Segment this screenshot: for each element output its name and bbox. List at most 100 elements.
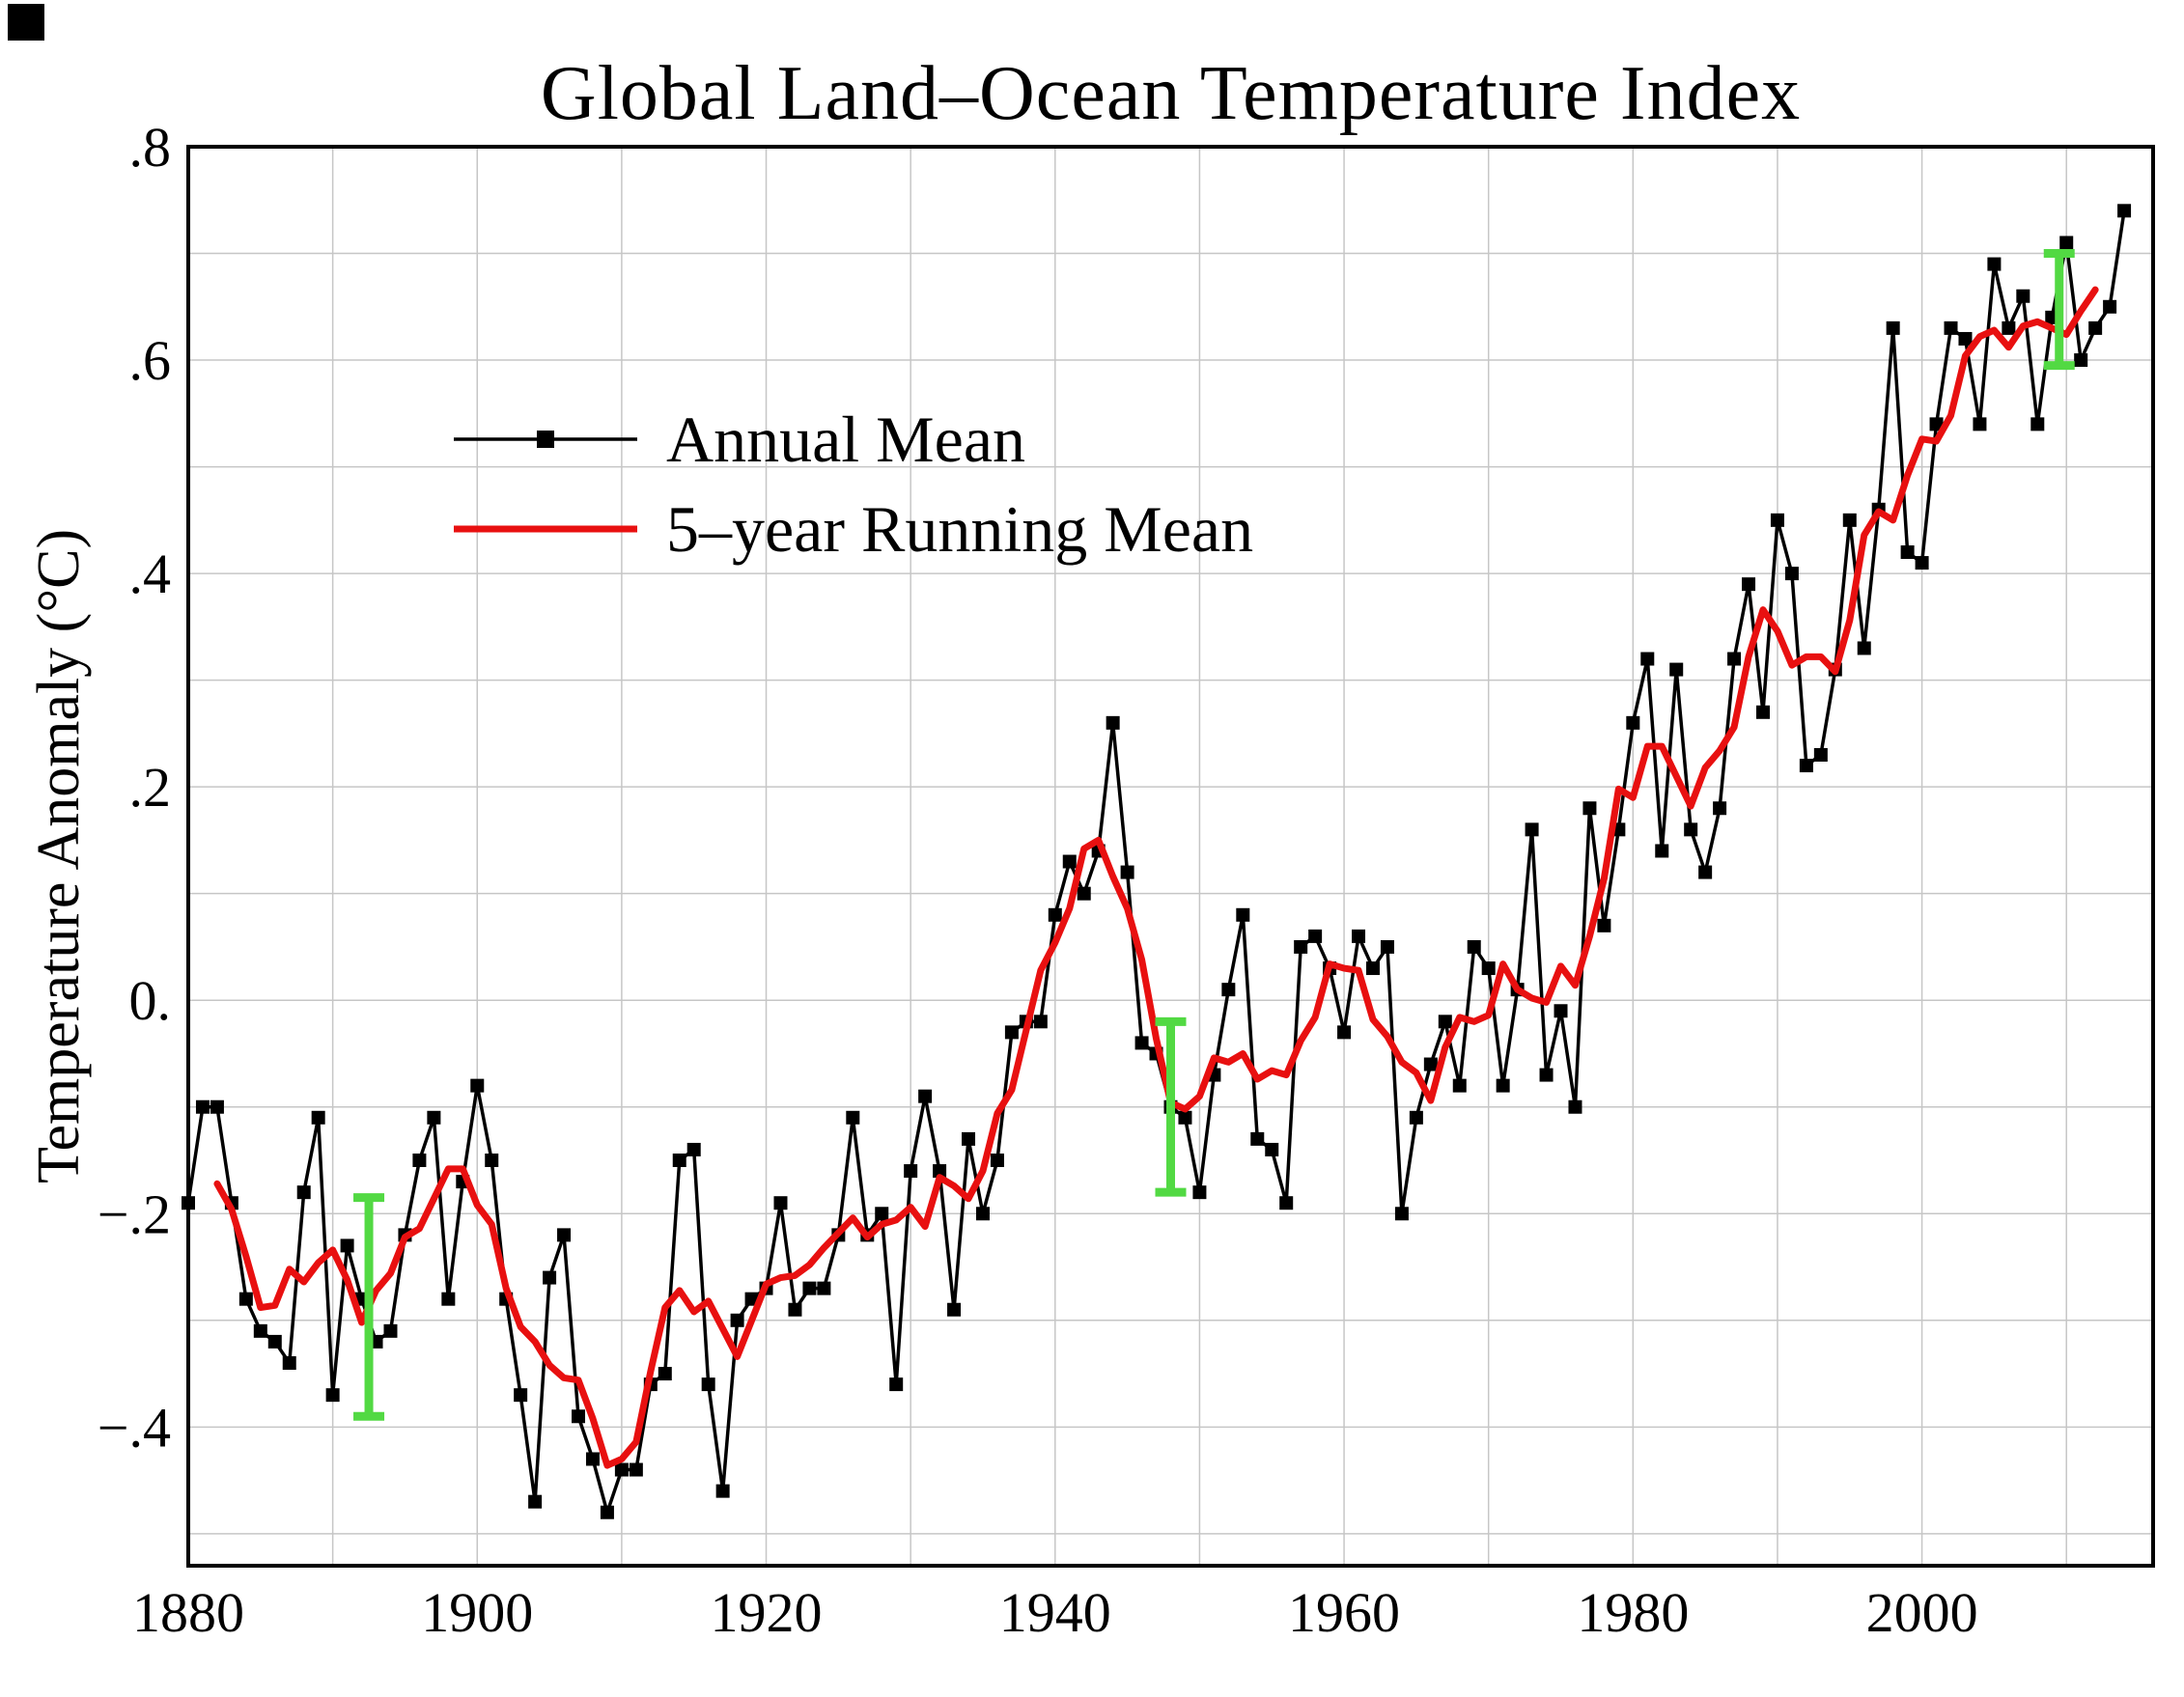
annual-mean-marker bbox=[1755, 705, 1770, 719]
annual-mean-marker bbox=[1698, 865, 1713, 879]
annual-mean-marker bbox=[1886, 320, 1900, 335]
annual-mean-marker bbox=[470, 1078, 485, 1093]
annual-mean-marker bbox=[1669, 662, 1684, 677]
x-tick-label: 1900 bbox=[421, 1581, 533, 1644]
annual-mean-marker bbox=[1048, 907, 1062, 922]
annual-mean-marker bbox=[918, 1089, 933, 1103]
annual-mean-marker bbox=[1134, 1036, 1149, 1050]
annual-mean-marker bbox=[1684, 822, 1698, 837]
y-tick-label: −.4 bbox=[98, 1396, 171, 1459]
annual-mean-marker bbox=[1004, 1025, 1019, 1040]
annual-mean-marker bbox=[1423, 1057, 1438, 1071]
annual-mean-marker bbox=[1452, 1078, 1467, 1093]
annual-mean-marker bbox=[744, 1292, 759, 1306]
annual-mean-marker bbox=[195, 1099, 210, 1114]
annual-mean-marker bbox=[2002, 320, 2016, 335]
y-tick-label: 0. bbox=[129, 969, 172, 1032]
annual-mean-marker bbox=[1929, 417, 1944, 431]
annual-mean-marker bbox=[267, 1334, 282, 1349]
y-tick-label: .6 bbox=[129, 329, 172, 392]
y-tick-label: .4 bbox=[129, 542, 172, 605]
annual-mean-marker bbox=[1554, 1004, 1568, 1018]
annual-mean-marker bbox=[1727, 652, 1742, 666]
annual-mean-marker bbox=[1279, 1196, 1294, 1210]
annual-mean-marker bbox=[1337, 1025, 1352, 1040]
y-tick-label: .8 bbox=[129, 116, 172, 179]
running-mean-line bbox=[213, 286, 2099, 1469]
chart-title: Global Land–Ocean Temperature Index bbox=[540, 51, 1802, 136]
annual-mean-marker bbox=[817, 1281, 831, 1295]
annual-mean-marker bbox=[1900, 545, 1915, 559]
annual-mean-marker bbox=[1192, 1185, 1207, 1200]
annual-mean-marker bbox=[1221, 983, 1236, 997]
annual-mean-marker bbox=[383, 1323, 398, 1338]
annual-mean-marker bbox=[802, 1281, 817, 1295]
annual-mean-marker bbox=[1236, 907, 1250, 922]
annual-mean-marker bbox=[557, 1228, 572, 1242]
annual-mean-marker bbox=[1294, 939, 1308, 954]
legend-running-label: 5–year Running Mean bbox=[666, 492, 1253, 566]
x-tick-label: 1880 bbox=[132, 1581, 244, 1644]
plot-border bbox=[186, 145, 2155, 1568]
annual-mean-marker bbox=[514, 1388, 528, 1403]
annual-mean-marker bbox=[1640, 652, 1655, 666]
x-tick-label: 1980 bbox=[1577, 1581, 1689, 1644]
annual-mean-marker bbox=[1352, 929, 1366, 943]
x-tick-label: 1920 bbox=[711, 1581, 823, 1644]
annual-mean-marker bbox=[485, 1154, 499, 1167]
x-tick-label: 2000 bbox=[1866, 1581, 1978, 1644]
annual-mean-marker bbox=[1568, 1099, 1582, 1114]
annual-mean-marker bbox=[1365, 961, 1380, 976]
annual-mean-marker bbox=[2030, 417, 2045, 431]
annual-mean-marker bbox=[238, 1292, 253, 1306]
annual-mean-marker bbox=[1655, 844, 1669, 858]
annual-mean-marker bbox=[1915, 556, 1929, 570]
annual-mean-marker bbox=[1958, 331, 1973, 346]
annual-mean-marker bbox=[1496, 1078, 1510, 1093]
y-tick-label: −.2 bbox=[98, 1182, 171, 1245]
annual-mean-marker bbox=[1770, 513, 1784, 527]
annual-mean-marker bbox=[1713, 801, 1727, 816]
annual-mean-marker bbox=[2088, 320, 2103, 335]
annual-mean-marker bbox=[2074, 353, 2088, 368]
annual-mean-marker bbox=[253, 1323, 267, 1338]
annual-mean-marker bbox=[1944, 320, 1958, 335]
annual-mean-marker bbox=[340, 1238, 354, 1253]
annual-mean-marker bbox=[1438, 1015, 1452, 1029]
annual-mean-marker bbox=[1394, 1207, 1409, 1221]
annual-mean-marker bbox=[528, 1494, 543, 1509]
annual-mean-marker bbox=[311, 1110, 325, 1125]
annual-mean-marker bbox=[875, 1207, 889, 1221]
annual-mean-marker bbox=[282, 1356, 296, 1370]
annual-mean-marker bbox=[933, 1164, 947, 1179]
annual-mean-marker bbox=[672, 1154, 686, 1167]
annual-mean-marker bbox=[1481, 961, 1496, 976]
annual-mean-marker bbox=[427, 1110, 441, 1125]
annual-mean-marker bbox=[904, 1164, 918, 1179]
annual-mean-marker bbox=[412, 1154, 427, 1167]
annual-mean-marker bbox=[572, 1409, 586, 1424]
annual-mean-marker bbox=[2016, 289, 2030, 303]
annual-mean-marker bbox=[1784, 567, 1799, 581]
annual-mean-marker bbox=[1582, 801, 1597, 816]
annual-mean-marker bbox=[947, 1302, 962, 1317]
x-tick-label: 1960 bbox=[1288, 1581, 1400, 1644]
annual-mean-marker bbox=[2059, 236, 2074, 250]
annual-mean-marker bbox=[846, 1110, 860, 1125]
annual-mean-marker bbox=[1308, 929, 1323, 943]
annual-mean-marker bbox=[1539, 1068, 1554, 1082]
annual-mean-marker bbox=[686, 1142, 701, 1156]
annual-mean-marker bbox=[543, 1270, 557, 1285]
annual-mean-marker bbox=[773, 1196, 788, 1210]
annual-mean-marker bbox=[1077, 886, 1091, 901]
annual-mean-marker bbox=[441, 1292, 456, 1306]
annual-mean-marker bbox=[629, 1462, 643, 1477]
legend-annual-marker bbox=[537, 431, 554, 448]
legend-annual-label: Annual Mean bbox=[666, 403, 1025, 476]
annual-mean-marker bbox=[1106, 715, 1120, 730]
annual-mean-marker bbox=[210, 1099, 224, 1114]
annual-mean-marker bbox=[614, 1462, 629, 1477]
y-tick-label: .2 bbox=[129, 756, 172, 819]
